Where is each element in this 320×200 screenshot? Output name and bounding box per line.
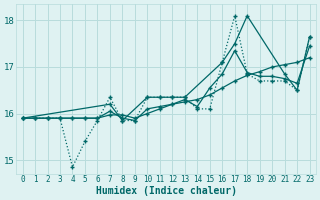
X-axis label: Humidex (Indice chaleur): Humidex (Indice chaleur) (96, 186, 236, 196)
